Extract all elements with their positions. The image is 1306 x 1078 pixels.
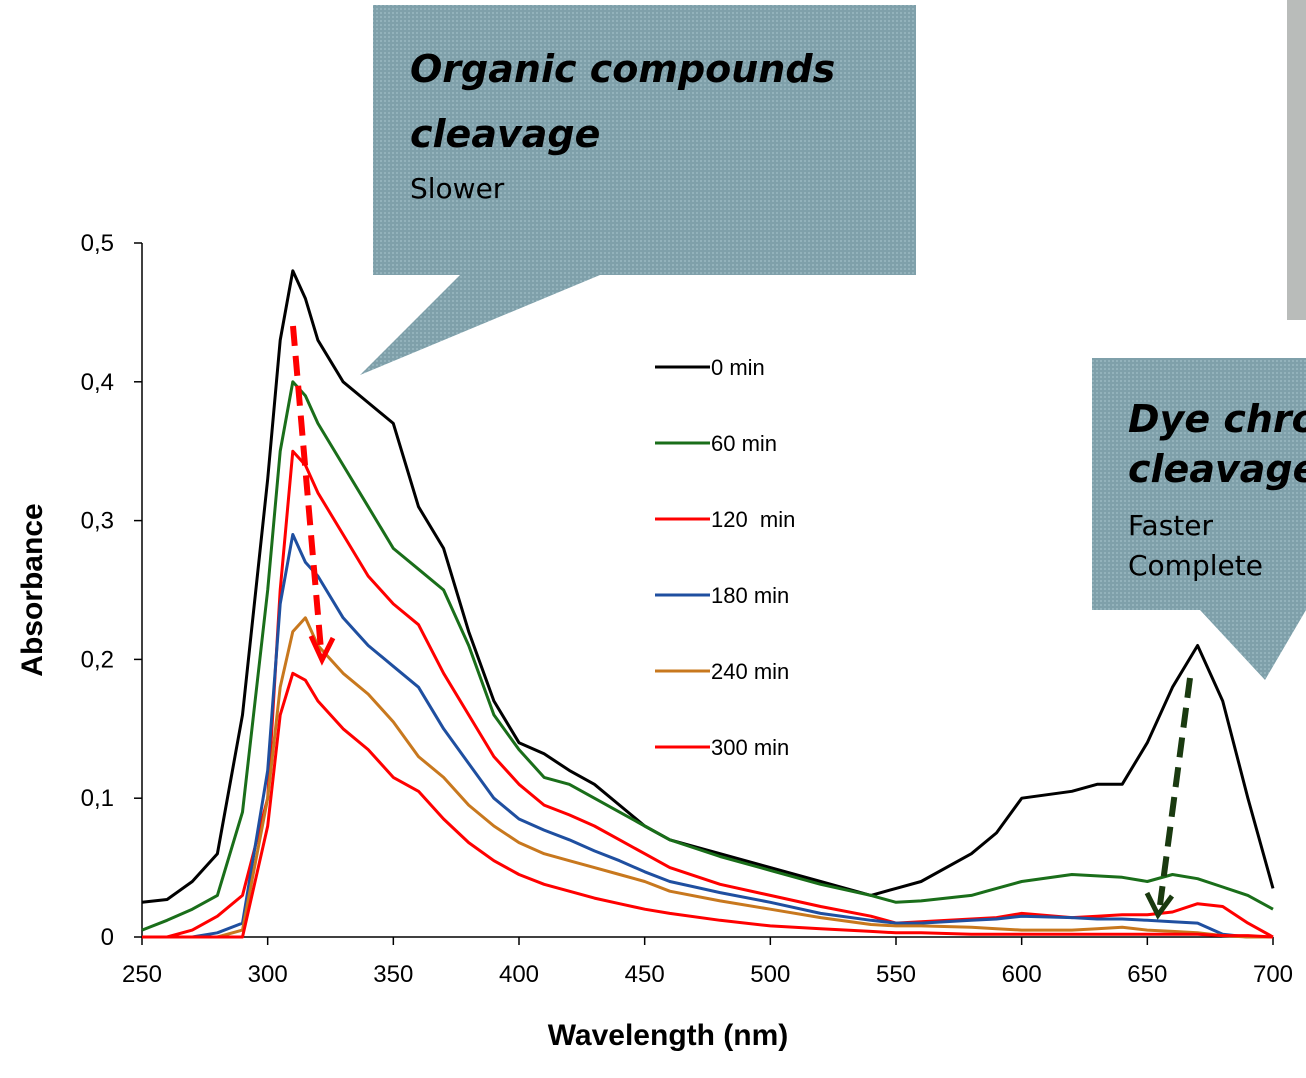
- y-tick-label: 0,3: [81, 508, 114, 535]
- legend-label: 0 min: [711, 355, 765, 380]
- y-tick-label: 0,1: [81, 785, 114, 812]
- trend-arrow: [1157, 677, 1193, 906]
- arrow-head: [1144, 891, 1175, 920]
- callout-text: Faster: [1128, 509, 1213, 542]
- y-tick-label: 0: [101, 924, 114, 951]
- callout-text: Slower: [410, 172, 505, 205]
- plot-area: 0 0,1 0,2 0,3 0,4 0,5 250 300 350 400 450 500 550 600…: [81, 230, 1293, 988]
- legend-label: 60 min: [711, 431, 777, 456]
- x-tick-label: 350: [373, 961, 413, 988]
- callout-title: cleavage: [410, 112, 600, 156]
- arrow-head: [308, 634, 336, 666]
- series-line: [141, 269, 1275, 904]
- x-tick-label: 600: [1002, 961, 1042, 988]
- y-tick-label: 0,5: [81, 230, 114, 257]
- callout-title: Organic compounds: [410, 47, 835, 91]
- legend-label: 180 min: [711, 583, 789, 608]
- x-tick-label: 250: [122, 961, 162, 988]
- series-line: [142, 533, 1273, 939]
- callout-title: Dye chro: [1128, 397, 1306, 441]
- callout-text: Complete: [1128, 549, 1263, 582]
- series-line: [142, 671, 1274, 939]
- legend-label: 240 min: [711, 659, 789, 684]
- y-tick-label: 0,2: [81, 646, 114, 673]
- legend-label: 120 min: [711, 507, 795, 532]
- callout-box: [360, 5, 916, 375]
- trend-arrow: [290, 325, 324, 651]
- x-axis-title: Wavelength (nm): [548, 1019, 789, 1052]
- series-line: [142, 616, 1273, 939]
- photo: [1287, 0, 1306, 320]
- y-tick-label: 0,4: [81, 369, 114, 396]
- y-axis-title: Absorbance: [16, 503, 49, 676]
- x-tick-label: 500: [750, 961, 790, 988]
- callout-title: cleavage: [1128, 447, 1306, 491]
- series-line: [141, 380, 1274, 932]
- x-tick-label: 550: [876, 961, 916, 988]
- x-tick-label: 400: [499, 961, 539, 988]
- x-tick-label: 650: [1127, 961, 1167, 988]
- series-line: [142, 449, 1274, 939]
- x-tick-label: 450: [625, 961, 665, 988]
- legend-label: 300 min: [711, 735, 789, 760]
- x-tick-label: 300: [248, 961, 288, 988]
- x-tick-label: 700: [1253, 961, 1293, 988]
- callout-box: [1092, 358, 1306, 680]
